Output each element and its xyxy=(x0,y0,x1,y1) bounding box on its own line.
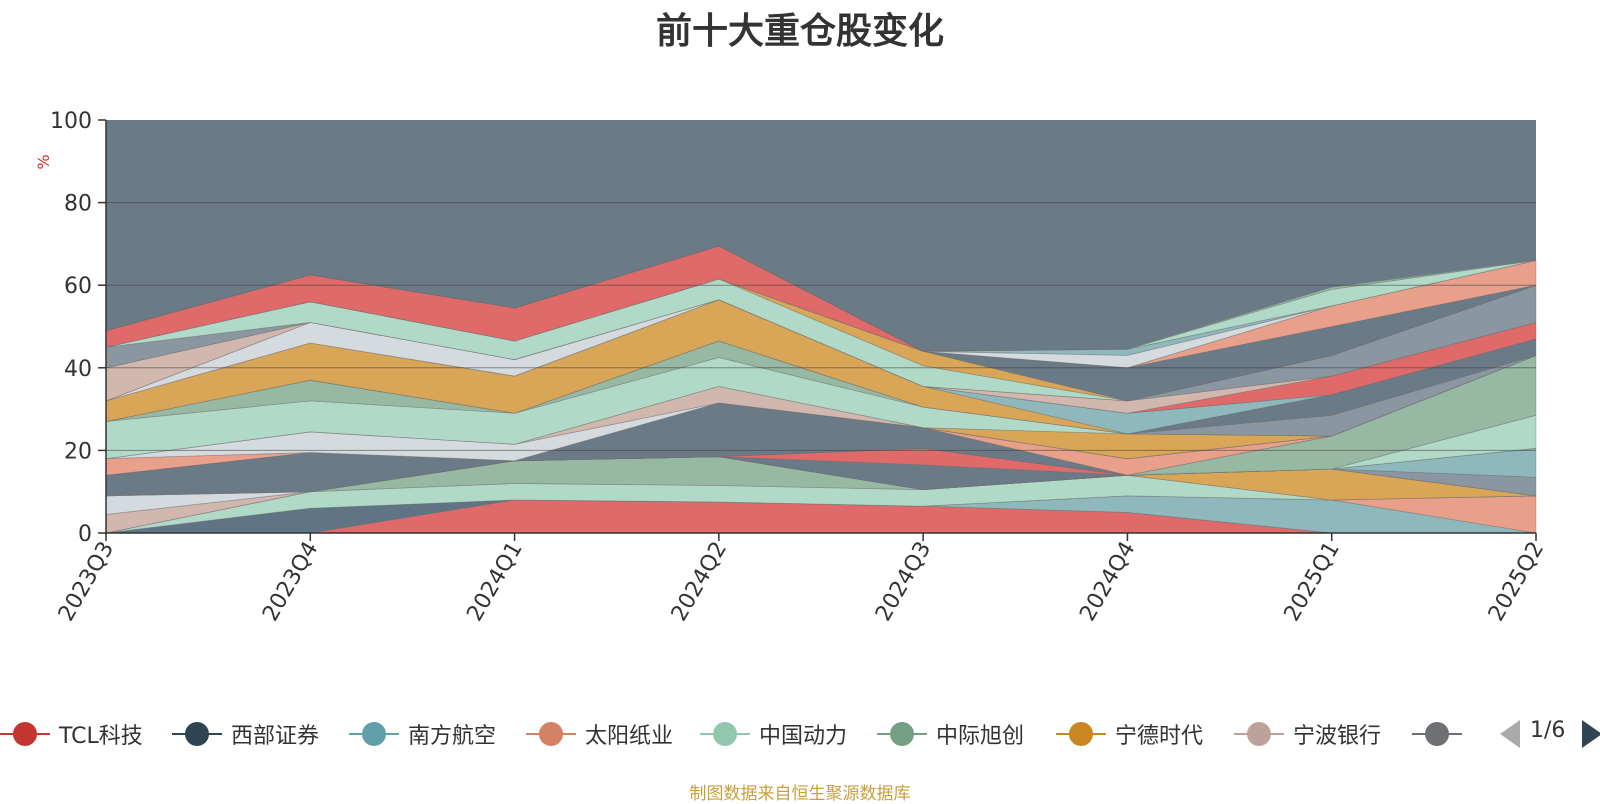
legend-item[interactable]: 亚 xyxy=(1412,712,1472,756)
legend-swatch-icon xyxy=(526,722,576,746)
legend-next-page-button[interactable] xyxy=(1582,720,1600,748)
grid-lines xyxy=(106,202,1536,451)
legend-label: TCL科技 xyxy=(59,724,143,749)
legend-swatch-icon xyxy=(1234,722,1284,746)
legend-label: 中际旭创 xyxy=(936,724,1025,749)
legend-swatch-icon xyxy=(700,722,750,746)
legend-swatch-icon xyxy=(172,722,222,746)
area-layer-2 xyxy=(105,499,1536,534)
y-tick-label: 100 xyxy=(50,109,92,134)
area-layer-4 xyxy=(105,495,1537,534)
legend-item[interactable]: 西部证券 xyxy=(172,712,319,756)
legend-label: 宁德时代 xyxy=(1115,724,1204,749)
y-tick-label: 0 xyxy=(78,522,92,547)
chart-title: 前十大重仓股变化 xyxy=(655,11,944,52)
legend-item[interactable]: 宁德时代 xyxy=(1056,712,1203,756)
x-tick-label: 2024Q1 xyxy=(462,538,527,626)
x-tick-label: 2024Q4 xyxy=(1075,538,1140,626)
legend-swatch-icon xyxy=(1056,722,1106,746)
y-tick-label: 60 xyxy=(64,274,92,299)
y-axis-unit-label: % xyxy=(34,154,53,169)
legend-label: 亚 xyxy=(1471,718,1472,750)
area-layer-40 xyxy=(105,245,1537,352)
legend-item[interactable]: 太阳纸业 xyxy=(526,712,673,756)
x-tick-label: 2025Q2 xyxy=(1484,538,1549,626)
x-tick-label: 2023Q3 xyxy=(54,538,119,626)
x-tick-label: 2023Q4 xyxy=(258,538,323,626)
legend-item[interactable]: 宁波银行 xyxy=(1234,712,1381,756)
legend-swatch-icon xyxy=(1412,722,1462,746)
legend-item[interactable]: 中际旭创 xyxy=(877,712,1024,756)
y-tick-label: 80 xyxy=(64,192,92,217)
legend-page-indicator: 1/6 xyxy=(1530,718,1566,743)
legend-label: 南方航空 xyxy=(408,724,497,749)
legend-label: 中国动力 xyxy=(759,724,848,749)
x-tick-label: 2024Q2 xyxy=(667,538,732,626)
legend-label: 西部证券 xyxy=(231,724,320,749)
legend-swatch-icon xyxy=(877,722,927,746)
legend-swatch-icon xyxy=(0,722,50,746)
legend-item[interactable]: 南方航空 xyxy=(349,712,496,756)
data-source-note: 制图数据来自恒生聚源数据库 xyxy=(689,784,911,804)
legend-prev-page-button[interactable] xyxy=(1500,720,1520,748)
legend-swatch-icon xyxy=(349,722,399,746)
legend-item[interactable]: 中国动力 xyxy=(700,712,847,756)
y-tick-label: 40 xyxy=(64,357,92,382)
legend-label: 太阳纸业 xyxy=(585,724,674,749)
x-tick-label: 2025Q1 xyxy=(1280,538,1345,626)
legend-items: TCL科技 西部证券 南方航空 太阳纸业 中国动力 中际旭创 宁德时代 宁波银行 亚 xyxy=(0,712,1472,756)
x-tick-label: 2024Q3 xyxy=(871,538,936,626)
y-tick-label: 20 xyxy=(64,439,92,464)
legend-item[interactable]: TCL科技 xyxy=(0,712,143,756)
area-layers xyxy=(105,245,1537,534)
chart-legend: TCL科技 西部证券 南方航空 太阳纸业 中国动力 中际旭创 宁德时代 宁波银行 亚 1/6 xyxy=(0,712,1600,756)
legend-label: 宁波银行 xyxy=(1293,724,1382,749)
